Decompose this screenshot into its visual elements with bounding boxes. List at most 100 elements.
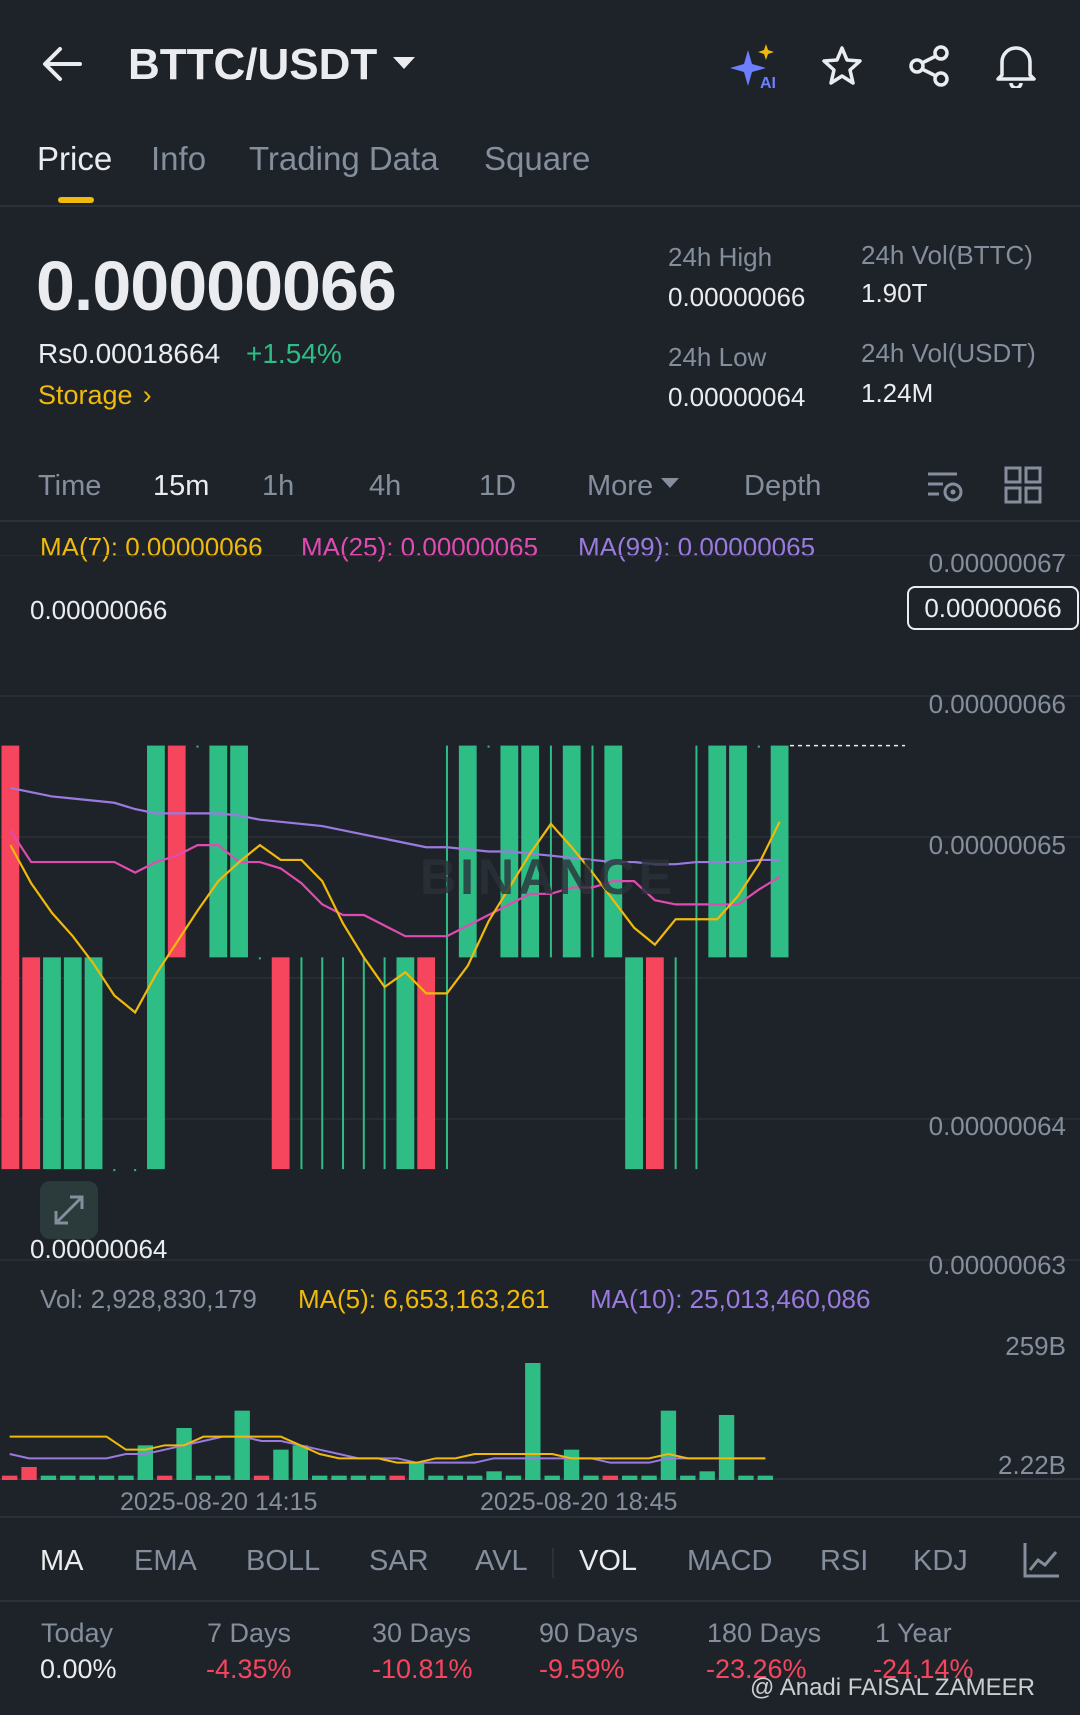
candle: [383, 957, 386, 1170]
candle: [562, 745, 581, 958]
volume-bar: [563, 1449, 580, 1480]
back-button[interactable]: [40, 44, 86, 84]
vol-quote-value: 1.24M: [861, 378, 934, 408]
interval-4h[interactable]: 4h: [369, 470, 402, 502]
interval-more[interactable]: More: [587, 470, 680, 503]
volume-bar: [176, 1428, 192, 1480]
fiat-price: Rs0.00018664: [38, 338, 221, 369]
chevron-right-icon: ›: [142, 380, 152, 410]
volume-bar: [253, 1475, 270, 1480]
indicator-sar[interactable]: SAR: [369, 1545, 429, 1577]
vol-ma5-line: [9, 1435, 766, 1464]
volume-bar: [118, 1475, 134, 1480]
indicator-macd[interactable]: MACD: [687, 1545, 773, 1577]
ai-sparkle-icon: AI: [730, 44, 776, 92]
volume-bar: [350, 1475, 367, 1480]
candle: [196, 745, 199, 748]
candle: [113, 1169, 116, 1172]
interval-time[interactable]: Time: [38, 470, 102, 502]
volume-bar: [195, 1475, 212, 1480]
expand-chart-button[interactable]: [40, 1181, 98, 1239]
interval-15m[interactable]: 15m: [153, 470, 210, 502]
vol-legend: Vol: 2,928,830,179: [40, 1284, 257, 1314]
indicator-ema[interactable]: EMA: [134, 1545, 197, 1577]
perf-label: 1 Year: [875, 1618, 952, 1648]
candle: [209, 745, 228, 958]
perf-value: -10.81%: [372, 1654, 473, 1684]
tab-price[interactable]: Price: [37, 140, 113, 177]
bell-icon: [996, 46, 1036, 90]
vol-ma10-line: [9, 1435, 766, 1464]
volume-bar: [738, 1475, 754, 1480]
chevron-down-icon: [393, 57, 416, 70]
volume-bar: [641, 1475, 657, 1480]
candle: [591, 745, 594, 958]
volume-bar: [2, 1475, 18, 1480]
volume-bar: [467, 1475, 483, 1480]
volume-bar: [525, 1363, 541, 1480]
volume-bar: [60, 1475, 76, 1480]
volume-bar: [389, 1475, 405, 1480]
low-value: 0.00000064: [668, 382, 806, 412]
indicator-kdj[interactable]: KDJ: [913, 1545, 968, 1577]
chart-low-label: 0.00000064: [30, 1234, 168, 1264]
tab-info[interactable]: Info: [151, 140, 207, 177]
volume-bar: [622, 1475, 638, 1480]
price-chart[interactable]: [0, 555, 1080, 1275]
interval-1d[interactable]: 1D: [479, 470, 517, 502]
watermark: BINANCE: [420, 849, 676, 905]
candle: [645, 957, 664, 1170]
share-button[interactable]: [907, 44, 951, 88]
perf-value: -4.35%: [206, 1654, 292, 1684]
volume-bar: [292, 1445, 308, 1480]
interval-1h[interactable]: 1h: [262, 470, 295, 502]
candle: [300, 957, 303, 1170]
volume-bar: [660, 1410, 677, 1480]
candle: [708, 745, 727, 958]
indicator-vol[interactable]: VOL: [579, 1545, 638, 1577]
alert-button[interactable]: [994, 42, 1038, 90]
back-arrow-icon: [43, 47, 82, 81]
indicator-boll[interactable]: BOLL: [246, 1545, 321, 1577]
candle: [521, 745, 540, 958]
triangle-down-icon: [661, 478, 680, 489]
perf-value: -23.26%: [706, 1654, 807, 1684]
current-price-tag[interactable]: 0.00000066: [907, 586, 1079, 630]
candle: [134, 1169, 137, 1172]
grid-icon: [1004, 466, 1042, 504]
perf-value: 0.00%: [40, 1654, 117, 1684]
candle: [362, 957, 365, 1170]
indicator-ma[interactable]: MA: [40, 1545, 84, 1577]
indicator-avl[interactable]: AVL: [475, 1545, 528, 1577]
volume-bar: [428, 1475, 444, 1480]
ai-button[interactable]: AI: [730, 42, 780, 92]
candle: [230, 745, 248, 958]
pair-selector[interactable]: BTTC/USDT: [128, 40, 416, 90]
volume-chart[interactable]: [0, 1325, 1080, 1480]
volume-bar: [602, 1475, 618, 1480]
favorite-button[interactable]: [820, 44, 864, 88]
volume-bar: [40, 1475, 57, 1480]
layout-button[interactable]: [1004, 466, 1042, 504]
perf-label: 90 Days: [539, 1618, 639, 1648]
candle: [22, 957, 41, 1170]
tab-trading-data[interactable]: Trading Data: [249, 140, 439, 177]
vol-ma10-legend: MA(10): 25,013,460,086: [590, 1284, 871, 1314]
tab-square[interactable]: Square: [484, 140, 591, 177]
interval-depth[interactable]: Depth: [744, 470, 822, 502]
ma7-line: [9, 821, 781, 1015]
chart-settings-button[interactable]: [925, 466, 965, 506]
volume-bar: [486, 1471, 502, 1480]
perf-value: -9.59%: [539, 1654, 625, 1684]
candle: [729, 745, 747, 958]
perf-label: Today: [41, 1618, 114, 1648]
candle: [321, 957, 324, 1170]
storage-tag[interactable]: Storage ›: [38, 380, 152, 411]
volume-bar: [370, 1475, 386, 1480]
indicator-rsi[interactable]: RSI: [820, 1545, 869, 1577]
tabs-divider: [0, 205, 1080, 207]
indicator-settings-button[interactable]: [1022, 1540, 1062, 1580]
perf-label: 180 Days: [707, 1618, 822, 1648]
volume-bar: [21, 1467, 37, 1480]
candle: [625, 957, 643, 1170]
